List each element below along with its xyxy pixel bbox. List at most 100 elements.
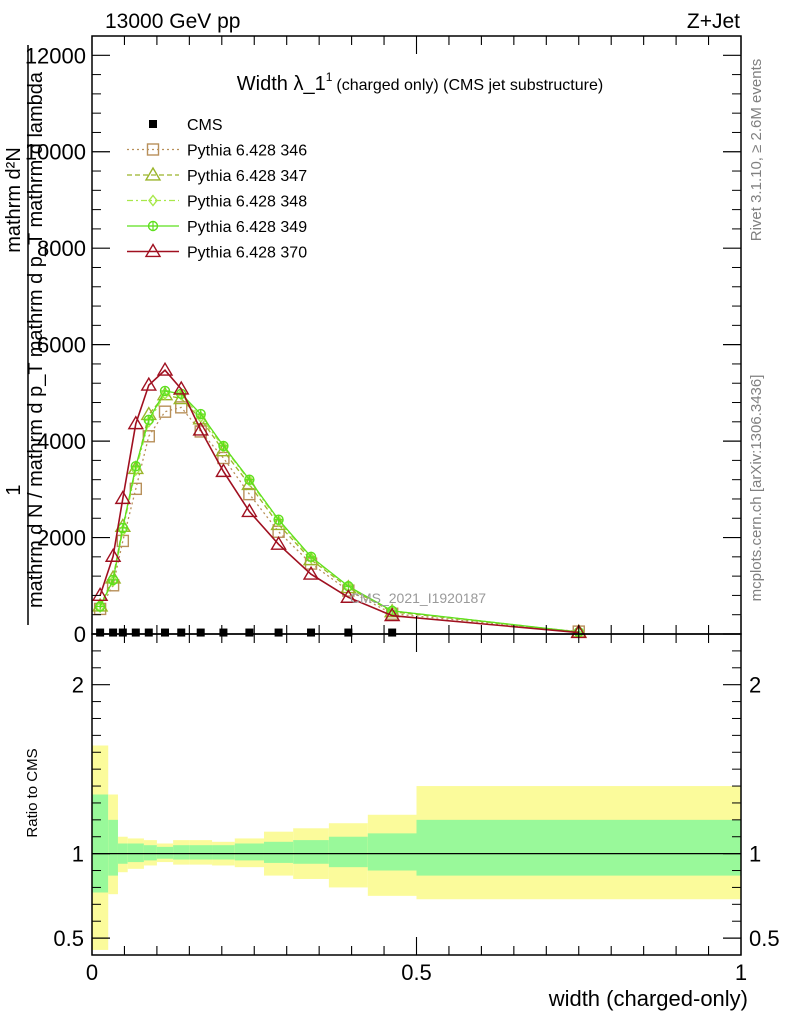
data-point-marker [340,588,357,603]
data-point-marker [175,401,188,414]
data-point-marker [104,547,122,562]
data-point-marker [144,243,162,258]
marker-open-triangle [270,535,287,550]
data-point-marker [161,628,170,637]
ratio-y-tick-label-right: 0.5 [749,926,780,951]
data-point-marker [244,474,255,487]
ratio-band-inner-bin [367,833,417,871]
marker-open-triangle [173,380,190,395]
marker-square [109,628,118,637]
marker-square [274,628,283,637]
series-line [99,406,579,633]
data-point-marker [273,514,284,525]
marker-square [388,628,397,637]
data-point-marker [143,414,154,426]
data-point-marker [241,503,258,518]
ratio-y-tick-label: 1 [72,842,84,867]
ratio-y-tick-label-right: 2 [749,673,761,698]
marker-square [118,628,127,637]
x-axis-label: width (charged-only) [548,986,748,1011]
data-point-marker [147,220,159,232]
legend-item: Pythia 6.428 346 [127,143,307,160]
data-point-marker [114,490,132,505]
data-point-marker [177,628,186,637]
marker-open-triangle [383,607,401,622]
marker-open-diamond [160,387,170,400]
marker-open-triangle [104,547,122,562]
marker-square [131,628,140,637]
marker-open-diamond [130,463,141,477]
data-point-marker [245,628,254,637]
data-point-marker [129,482,143,496]
series-pythia-6-428-347 [91,386,587,638]
marker-open-triangle [127,415,145,430]
data-point-marker [244,474,255,485]
data-point-marker [160,387,170,400]
main-y-tick-label: 10000 [25,140,86,165]
data-point-marker [305,551,317,563]
ratio-band-inner-bin [143,845,157,861]
data-point-marker [142,430,155,443]
ratio-band-inner-bin [156,846,174,859]
ratio-y-tick-label-right: 1 [749,842,761,867]
series-pythia-6-428-370 [91,361,587,639]
marker-square [161,628,170,637]
legend-item: Pythia 6.428 348 [127,194,307,211]
marker-open-triangle [156,361,174,376]
watermark: CMS_2021_I1920187 [350,590,486,606]
data-point-marker [149,120,157,128]
marker-open-diamond [117,524,128,537]
data-point-marker [117,524,128,537]
data-point-marker [91,587,109,602]
marker-square [177,628,186,637]
legend-label: Pythia 6.428 346 [187,143,307,160]
marker-open-triangle [114,490,132,505]
data-point-marker [140,376,158,391]
legend-label: CMS [187,117,223,134]
data-point-marker [130,463,141,477]
ratio-band-inner-bin [234,843,264,861]
marker-open-square [243,487,256,501]
data-point-marker [383,607,401,622]
series-line [99,393,579,633]
legend: CMS Pythia 6.428 346 Pythia 6.428 347 Pythi… [127,117,307,262]
marker-square [344,628,353,637]
x-tick-label: 0 [86,960,98,985]
data-point-marker [96,628,105,637]
y-label-d2n: mathrm d²N [3,147,25,253]
marker-open-square [158,405,172,418]
marker-square [245,628,254,637]
marker-open-square [142,430,155,443]
x-tick-label: 1 [735,960,747,985]
marker-open-triangle [340,588,357,603]
y-label-numerator: 1 [3,484,25,495]
marker-open-triangle [192,421,209,436]
data-point-marker [219,628,228,637]
plot-title-sub: (charged only) (CMS jet substructure) [336,77,603,94]
data-point-marker [196,628,205,637]
data-point-marker [218,440,229,452]
marker-open-triangle [302,565,320,580]
marker-open-triangle [127,460,145,475]
ratio-band-inner-bin [212,845,235,860]
data-point-marker [148,194,158,207]
marker-square [307,628,316,637]
main-y-tick-label: 0 [74,622,86,647]
data-point-marker [270,535,287,550]
header-left: 13000 GeV pp [105,10,240,33]
marker-open-triangle [144,243,162,258]
series-pythia-6-428-349 [94,385,584,638]
data-point-marker [117,522,129,534]
marker-square [149,120,157,128]
side-label-mcplots: mcplots.cern.ch [arXiv:1306.3436] [748,375,765,602]
data-point-marker [108,574,118,588]
data-point-marker [118,628,127,637]
main-y-tick-label: 8000 [37,236,86,261]
data-point-marker [302,565,320,580]
series-pythia-6-428-348 [95,387,584,639]
marker-open-diamond [148,194,158,207]
marker-square [196,628,205,637]
ratio-band-inner-bin [293,840,329,864]
ratio-y-tick-label: 2 [72,673,84,698]
